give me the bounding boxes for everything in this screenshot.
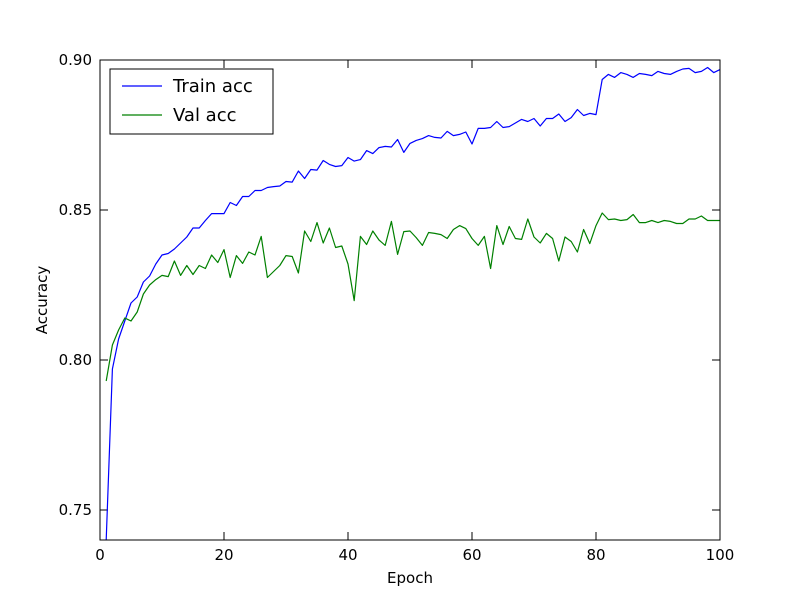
x-tick-label: 20 bbox=[214, 546, 233, 564]
ticks-layer: 0 20 40 60 80 100 0.75 0.80 0.85 0.90 bbox=[59, 51, 735, 564]
y-tick-label: 0.75 bbox=[59, 501, 92, 519]
plot-frame bbox=[99, 59, 721, 541]
legend-box bbox=[109, 68, 274, 135]
y-tick-label: 0.90 bbox=[59, 51, 92, 69]
x-axis-title: Epoch bbox=[387, 569, 433, 587]
legend-val-label: Val acc bbox=[173, 105, 237, 126]
y-tick-label: 0.80 bbox=[59, 351, 92, 369]
x-tick-label: 60 bbox=[462, 546, 481, 564]
lines-layer bbox=[105, 66, 721, 541]
x-tick-label: 100 bbox=[706, 546, 735, 564]
series-line-train-acc bbox=[105, 66, 721, 541]
x-tick-label: 0 bbox=[95, 546, 105, 564]
legend-train-label: Train acc bbox=[172, 76, 253, 97]
series-line-val-acc bbox=[105, 212, 720, 382]
x-tick-label: 80 bbox=[586, 546, 605, 564]
y-tick-label: 0.85 bbox=[59, 201, 92, 219]
legend: Train acc Val acc bbox=[109, 68, 274, 135]
y-axis-title: Accuracy bbox=[33, 266, 51, 335]
x-tick-label: 40 bbox=[338, 546, 357, 564]
